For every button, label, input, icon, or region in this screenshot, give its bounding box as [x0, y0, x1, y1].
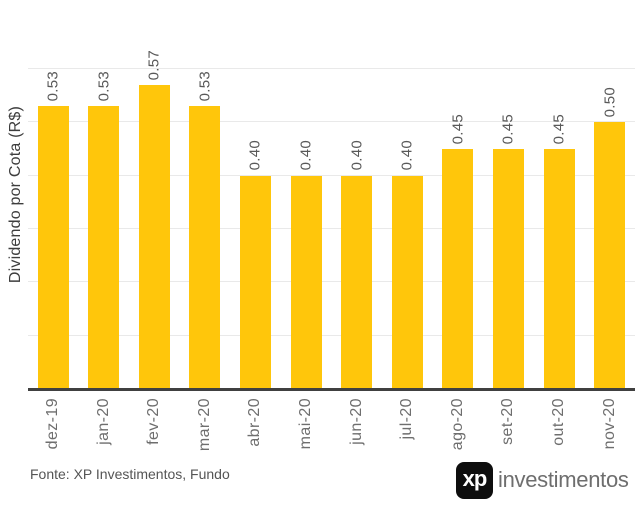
- bar-rect: [442, 149, 474, 389]
- bar-value-label: 0.45: [550, 113, 568, 145]
- bar-value-label: 0.40: [297, 140, 315, 171]
- x-axis-tick-label: set-20: [499, 398, 517, 445]
- bar-value-label: 0.53: [196, 70, 214, 102]
- bar-rect: [290, 175, 322, 389]
- gridline: [28, 68, 635, 70]
- bar: 0.45: [543, 114, 575, 389]
- bar: 0.53: [37, 71, 69, 389]
- bar-rect: [341, 175, 373, 389]
- plot-area: 0.53 0.53 0.57 0.53 0.40 0.40 0.40 0.40 0.45 0.45…: [28, 0, 635, 389]
- bar-rect: [391, 175, 423, 389]
- x-axis-tick-label: out-20: [550, 398, 567, 446]
- bar-value-label: 0.53: [44, 70, 62, 102]
- bar-value-label: 0.40: [348, 140, 366, 171]
- xp-investimentos-logo: xp investimentos: [456, 461, 629, 499]
- bar-rect: [189, 106, 221, 389]
- x-axis-tick-label: mai-20: [297, 398, 314, 450]
- x-axis-tick-label: abr-20: [246, 398, 264, 447]
- bar: 0.40: [341, 140, 373, 389]
- bar: 0.53: [88, 71, 120, 389]
- bar: 0.40: [239, 140, 271, 389]
- bar: 0.45: [492, 114, 524, 389]
- bar: 0.57: [138, 50, 170, 389]
- bar-rect: [594, 122, 626, 389]
- bar: 0.45: [442, 114, 474, 389]
- bar: 0.50: [594, 87, 626, 389]
- bar-value-label: 0.40: [246, 140, 264, 171]
- x-axis-tick-label: jul-20: [398, 398, 416, 440]
- bar-value-label: 0.45: [449, 113, 467, 145]
- bar-value-label: 0.50: [601, 86, 619, 118]
- x-axis-tick-label: fev-20: [145, 398, 163, 445]
- gridline: [28, 334, 635, 336]
- bar: 0.40: [290, 140, 322, 389]
- xp-logo-icon: xp: [456, 461, 493, 499]
- y-axis-title: Dividendo por Cota (R$): [7, 106, 24, 284]
- bar-rect: [543, 149, 575, 389]
- bar-value-label: 0.53: [95, 70, 113, 102]
- bar: 0.40: [391, 140, 423, 389]
- gridline: [28, 281, 635, 283]
- bar-value-label: 0.40: [398, 140, 416, 171]
- x-axis-tick-label: ago-20: [448, 398, 466, 451]
- source-note: Fonte: XP Investimentos, Fundo: [30, 466, 230, 482]
- x-axis-tick-label: nov-20: [600, 398, 618, 450]
- bar-value-label: 0.57: [145, 49, 163, 81]
- x-axis-line: [28, 388, 635, 391]
- bar-rect: [37, 106, 69, 389]
- bar-value-label: 0.45: [499, 113, 517, 145]
- bar-rect: [492, 149, 524, 389]
- bar-rect: [138, 85, 170, 389]
- gridline: [28, 174, 635, 176]
- x-axis-tick-label: mar-20: [195, 398, 213, 452]
- x-axis-tick-label: jan-20: [94, 398, 112, 445]
- bar-rect: [88, 106, 120, 389]
- bar-rect: [239, 175, 271, 389]
- logo-wordmark: investimentos: [498, 467, 629, 492]
- gridline: [28, 121, 635, 123]
- bar: 0.53: [189, 71, 221, 389]
- x-axis-tick-label: jun-20: [347, 398, 365, 445]
- gridline: [28, 228, 635, 230]
- x-axis-tick-label: dez-19: [44, 398, 61, 450]
